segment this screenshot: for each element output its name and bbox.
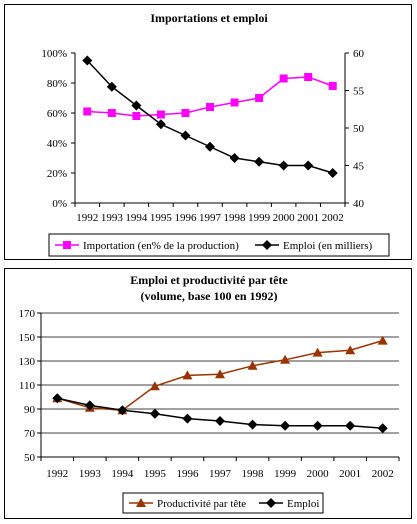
- legend-label-1: Emploi (en milliers): [283, 240, 373, 252]
- y-tick-label: 50: [24, 452, 36, 464]
- data-point-series-1: [345, 420, 356, 431]
- x-tick-label: 1998: [242, 468, 265, 480]
- chart-panel-employment-productivity: Emploi et productivité par tête (volume,…: [4, 268, 412, 519]
- chart-employment-productivity: Emploi et productivité par tête (volume,…: [19, 273, 400, 514]
- x-tick-label: 1993: [101, 212, 124, 224]
- legend-box: [48, 233, 390, 257]
- data-point-series-0: [215, 369, 225, 379]
- y-tick-label: 130: [19, 356, 36, 368]
- x-tick-label: 1996: [176, 468, 199, 480]
- chart-title-line-1: Emploi et productivité par tête: [130, 273, 288, 287]
- data-point-series-0: [255, 94, 264, 102]
- data-point-series-0: [279, 74, 288, 83]
- x-tick-label: 1992: [76, 212, 98, 224]
- y-right-tick-label: 60: [353, 48, 365, 60]
- y-left-tick-label: 100%: [41, 48, 67, 60]
- data-point-series-1: [52, 393, 63, 404]
- y-right-tick-label: 50: [353, 123, 365, 135]
- data-point-series-0: [345, 345, 356, 355]
- y-tick-label: 110: [19, 380, 36, 392]
- x-tick-label: 1994: [111, 468, 134, 480]
- data-point-series-0: [156, 110, 165, 119]
- y-tick-label: 70: [24, 428, 36, 440]
- y-right-tick-label: 45: [353, 161, 365, 173]
- y-left-tick-label: 20%: [47, 168, 67, 180]
- data-point-series-1: [106, 81, 117, 92]
- data-point-series-0: [83, 107, 92, 116]
- x-tick-label: 1995: [150, 212, 173, 224]
- data-point-series-1: [229, 153, 240, 163]
- x-tick-label: 2000: [307, 468, 330, 480]
- data-point-series-1: [117, 405, 128, 416]
- legend-box: [122, 492, 324, 514]
- data-point-series-0: [328, 82, 337, 90]
- data-point-series-1: [280, 420, 291, 431]
- chart-panel-imports-employment: Importations et emploi 0% 20% 40% 60% 80% 100…: [4, 4, 412, 260]
- legend-marker-0: [63, 241, 71, 249]
- data-point-series-0: [132, 112, 141, 120]
- x-tick-label: 1992: [46, 468, 68, 480]
- legend-label-0: Importation (en% de la production): [83, 240, 239, 252]
- chart-title: Importations et emploi: [150, 11, 268, 25]
- data-point-series-1: [180, 130, 191, 141]
- data-point-series-0: [182, 370, 193, 380]
- legend-marker-0: [136, 498, 146, 507]
- x-tick-label: 1999: [248, 212, 271, 224]
- legend-label-1: Emploi: [287, 498, 319, 510]
- data-point-series-1: [84, 400, 95, 411]
- y-left-tick-label: 80%: [47, 78, 67, 90]
- y-right-tick-label: 55: [353, 86, 365, 98]
- data-point-series-1: [82, 55, 93, 66]
- data-point-series-0: [312, 347, 323, 357]
- y-tick-label: 170: [19, 308, 36, 320]
- data-point-series-1: [312, 420, 323, 431]
- legend-marker-1: [262, 240, 272, 250]
- x-tick-label: 2002: [372, 468, 394, 480]
- data-point-series-0: [247, 360, 258, 370]
- x-tick-label: 1994: [125, 212, 148, 224]
- data-point-series-1: [149, 408, 160, 419]
- y-tick-label: 150: [19, 332, 36, 344]
- data-point-series-1: [254, 156, 265, 167]
- data-point-series-0: [149, 381, 160, 391]
- x-tick-label: 1999: [274, 468, 297, 480]
- data-point-series-1: [247, 419, 258, 430]
- legend-label-0: Productivité par tête: [157, 498, 246, 510]
- data-point-series-1: [155, 119, 166, 130]
- x-tick-label: 1996: [174, 212, 197, 224]
- data-point-series-0: [280, 354, 291, 364]
- legend-marker-1: [266, 498, 276, 508]
- chart-title-line-2: (volume, base 100 en 1992): [141, 289, 278, 303]
- data-point-series-1: [377, 423, 388, 434]
- data-point-series-1: [205, 141, 215, 152]
- x-tick-label: 1993: [79, 468, 102, 480]
- chart-imports-employment: Importations et emploi 0% 20% 40% 60% 80% 100…: [41, 11, 390, 257]
- data-point-series-0: [206, 103, 214, 111]
- y-left-tick-label: 40%: [47, 138, 67, 150]
- data-point-series-1: [303, 160, 314, 171]
- x-tick-label: 1998: [224, 212, 247, 224]
- y-right-tick-label: 40: [353, 198, 365, 210]
- x-tick-label: 2002: [322, 212, 344, 224]
- x-tick-label: 2001: [339, 468, 361, 480]
- x-tick-label: 2000: [273, 212, 296, 224]
- y-left-tick-label: 0%: [52, 198, 67, 210]
- data-point-series-0: [107, 109, 116, 117]
- x-tick-label: 2001: [297, 212, 319, 224]
- data-point-series-1: [327, 168, 338, 178]
- x-tick-label: 1997: [199, 212, 222, 224]
- data-point-series-0: [230, 98, 239, 107]
- data-point-series-0: [181, 109, 190, 117]
- data-point-series-1: [131, 100, 142, 111]
- data-point-series-1: [182, 413, 193, 424]
- y-left-tick-label: 60%: [47, 108, 67, 120]
- x-tick-label: 1997: [209, 468, 232, 480]
- data-point-series-1: [278, 160, 289, 171]
- data-point-series-1: [215, 416, 225, 426]
- y-tick-label: 90: [24, 404, 36, 416]
- data-point-series-0: [304, 73, 313, 81]
- x-tick-label: 1995: [144, 468, 167, 480]
- data-point-series-0: [377, 335, 388, 345]
